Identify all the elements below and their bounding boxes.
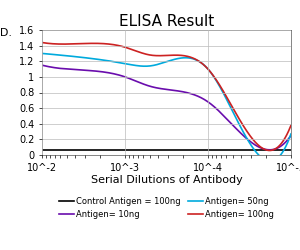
Antigen= 10ng <box>141 82 145 85</box>
Antigen= 50ng <box>63 54 66 57</box>
Antigen= 10ng <box>136 80 140 83</box>
Antigen= 100ng <box>288 126 292 129</box>
Title: ELISA Result: ELISA Result <box>119 14 214 29</box>
Antigen= 100ng <box>268 149 271 152</box>
Antigen= 50ng <box>289 132 293 136</box>
Antigen= 100ng <box>63 42 66 45</box>
Control Antigen = 100ng <box>62 148 65 151</box>
Antigen= 10ng <box>40 64 44 67</box>
Control Antigen = 100ng <box>135 148 139 151</box>
Antigen= 100ng <box>40 41 44 44</box>
Antigen= 10ng <box>268 148 271 151</box>
Y-axis label: O.D.: O.D. <box>0 28 12 38</box>
Antigen= 100ng <box>141 52 145 55</box>
Antigen= 50ng <box>140 64 144 68</box>
Line: Antigen= 10ng: Antigen= 10ng <box>42 65 291 150</box>
Antigen= 100ng <box>136 50 140 53</box>
Antigen= 100ng <box>289 124 293 127</box>
Control Antigen = 100ng <box>288 148 292 151</box>
Control Antigen = 100ng <box>275 148 279 151</box>
Control Antigen = 100ng <box>287 148 290 151</box>
Antigen= 10ng <box>288 135 292 138</box>
Antigen= 50ng <box>141 65 145 68</box>
Antigen= 50ng <box>79 56 82 59</box>
Control Antigen = 100ng <box>78 148 81 151</box>
Antigen= 50ng <box>40 52 44 55</box>
Antigen= 100ng <box>140 52 144 54</box>
Control Antigen = 100ng <box>40 148 44 151</box>
Antigen= 10ng <box>140 82 144 85</box>
Antigen= 50ng <box>268 160 272 163</box>
Control Antigen = 100ng <box>289 148 293 151</box>
Antigen= 10ng <box>79 68 82 71</box>
Antigen= 10ng <box>289 134 293 137</box>
Legend: Control Antigen = 100ng, Antigen= 10ng, Antigen= 50ng, Antigen= 100ng: Control Antigen = 100ng, Antigen= 10ng, … <box>59 197 274 219</box>
Antigen= 50ng <box>136 64 140 67</box>
Line: Antigen= 100ng: Antigen= 100ng <box>42 42 291 150</box>
Control Antigen = 100ng <box>139 148 143 151</box>
Line: Antigen= 50ng: Antigen= 50ng <box>42 54 291 161</box>
Antigen= 100ng <box>79 42 82 45</box>
Control Antigen = 100ng <box>140 148 144 151</box>
Antigen= 10ng <box>63 67 66 70</box>
X-axis label: Serial Dilutions of Antibody: Serial Dilutions of Antibody <box>91 176 242 186</box>
Antigen= 50ng <box>288 135 292 138</box>
